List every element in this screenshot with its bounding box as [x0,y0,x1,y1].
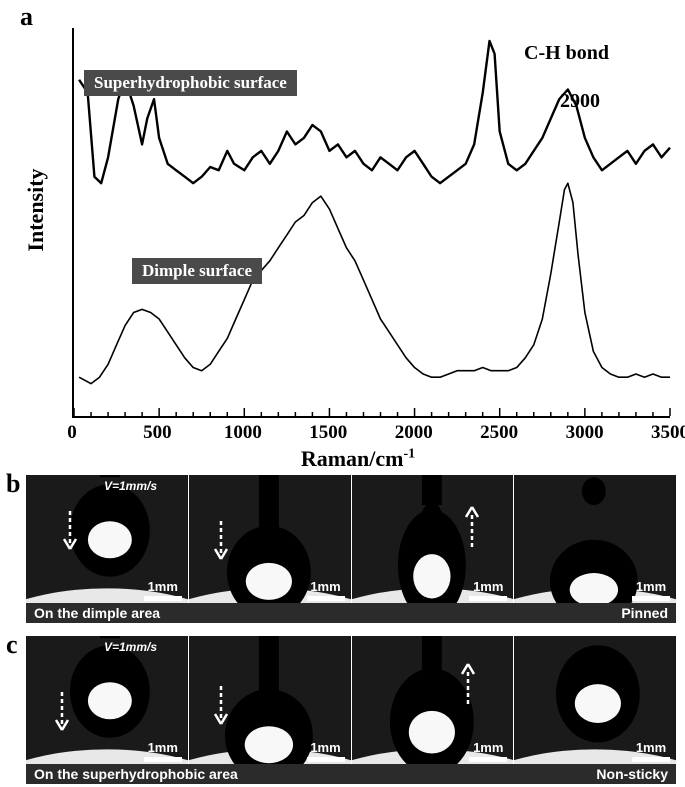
scale-bar: 1mm [632,740,670,762]
arrow-down-icon [54,686,70,734]
scale-bar: 1mm [144,579,182,601]
scale-bar-line [632,757,670,762]
x-axis-label: Raman/cm-1 [301,446,415,472]
scale-bar: 1mm [469,740,507,762]
scale-bar: 1mm [307,740,345,762]
timelapse-frame: 1mm [189,475,351,623]
scale-bar-line [469,596,507,601]
timelapse-frame: 1mm [189,636,351,784]
scale-bar-line [632,596,670,601]
panel-c-caption-left: On the superhydrophobic area [34,766,238,782]
velocity-label: V=1mm/s [104,640,157,654]
figure-root: a Intensity Raman/cm-1 Superhydrophobic … [0,0,685,787]
panel-a: a Intensity Raman/cm-1 Superhydrophobic … [10,0,675,468]
annotation-ch-bond: C-H bond [524,42,609,65]
annotation-superhydrophobic: Superhydrophobic surface [84,70,297,96]
arrow-down-icon [62,505,78,553]
x-tick-label: 2500 [480,422,518,444]
scale-bar-line [469,757,507,762]
panel-b-caption: On the dimple area Pinned [26,603,676,623]
scale-bar-label: 1mm [636,579,666,594]
scale-bar-label: 1mm [473,740,503,755]
x-tick-label: 1000 [224,422,262,444]
scale-bar: 1mm [632,579,670,601]
panel-b-caption-right: Pinned [621,605,668,621]
scale-bar-line [144,596,182,601]
x-tick-label: 3500 [651,422,685,444]
scale-bar: 1mm [307,579,345,601]
arrow-down-icon [213,515,229,563]
arrow-up-icon [464,503,480,551]
arrow-up-icon [460,660,476,708]
raman-chart: Superhydrophobic surface Dimple surface … [72,28,670,418]
scale-bar-label: 1mm [310,740,340,755]
panel-c: c V=1mm/s 1mm 1mm [8,636,678,786]
panel-c-caption-right: Non-sticky [596,766,668,782]
velocity-label: V=1mm/s [104,479,157,493]
panel-b-frames: V=1mm/s 1mm 1mm 1mm [26,475,676,623]
y-axis-label: Intensity [23,168,49,251]
panel-c-frames: V=1mm/s 1mm 1mm 1mm [26,636,676,784]
timelapse-frame: 1mm [352,475,514,623]
x-tick-label: 0 [67,422,77,444]
scale-bar-label: 1mm [148,740,178,755]
timelapse-frame: 1mm [514,636,676,784]
scale-bar-line [307,757,345,762]
panel-b-label: b [6,469,20,499]
x-tick-label: 1500 [309,422,347,444]
scale-bar: 1mm [469,579,507,601]
timelapse-frame: V=1mm/s 1mm [26,475,188,623]
x-tick-label: 500 [143,422,172,444]
scale-bar: 1mm [144,740,182,762]
annotation-2900: 2900 [560,90,600,113]
panel-c-caption: On the superhydrophobic area Non-sticky [26,764,676,784]
scale-bar-line [307,596,345,601]
arrow-down-icon [213,680,229,728]
scale-bar-line [144,757,182,762]
timelapse-frame: 1mm [514,475,676,623]
scale-bar-label: 1mm [473,579,503,594]
panel-c-label: c [6,630,18,660]
panel-b: b V=1mm/s 1mm 1mm [8,475,678,625]
scale-bar-label: 1mm [148,579,178,594]
panel-b-caption-left: On the dimple area [34,605,160,621]
scale-bar-label: 1mm [310,579,340,594]
scale-bar-label: 1mm [636,740,666,755]
timelapse-frame: 1mm [352,636,514,784]
timelapse-frame: V=1mm/s 1mm [26,636,188,784]
panel-a-label: a [20,2,33,32]
x-tick-label: 3000 [566,422,604,444]
x-tick-label: 2000 [395,422,433,444]
annotation-dimple: Dimple surface [132,258,262,284]
